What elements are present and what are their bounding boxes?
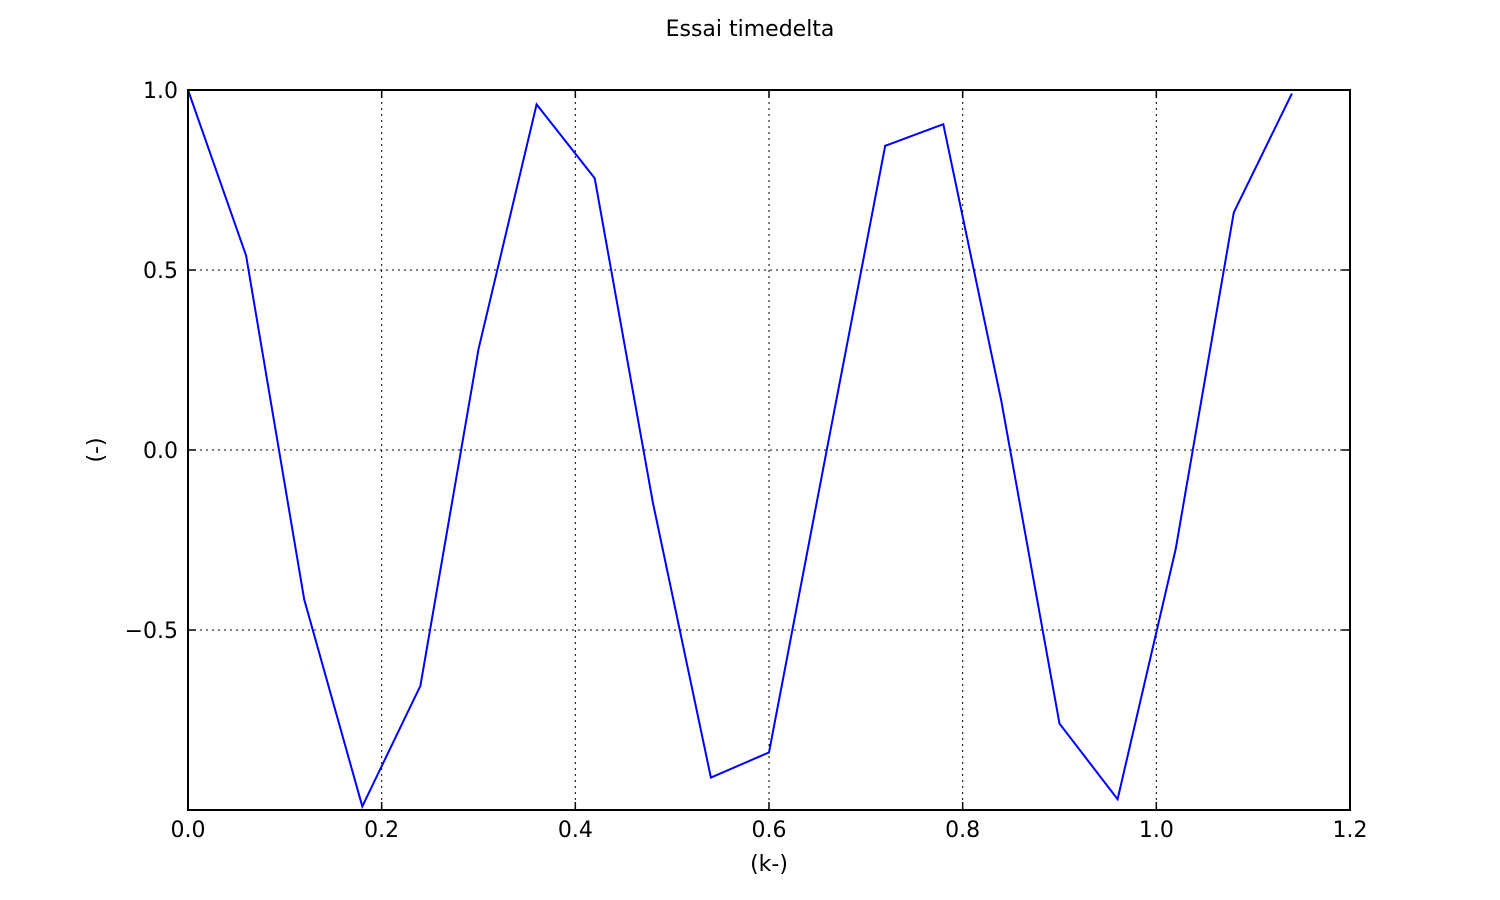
axis-ticks — [187, 89, 1351, 810]
grid — [188, 90, 1350, 810]
y-tick-label: 0.5 — [143, 259, 178, 284]
chart-title: Essai timedelta — [666, 17, 835, 42]
x-tick-label: 1.2 — [1333, 818, 1368, 843]
x-tick-label: 1.0 — [1139, 818, 1174, 843]
y-tick-label: 1.0 — [143, 79, 178, 104]
x-tick-labels: 0.0 0.2 0.4 0.6 0.8 1.0 1.2 — [171, 818, 1368, 843]
x-tick-label: 0.0 — [171, 818, 206, 843]
y-tick-label: −0.5 — [125, 619, 178, 644]
x-tick-label: 0.8 — [945, 818, 980, 843]
y-axis-label: (-) — [84, 437, 109, 462]
y-tick-label: 0.0 — [143, 439, 178, 464]
x-tick-label: 0.6 — [752, 818, 787, 843]
x-tick-label: 0.4 — [558, 818, 593, 843]
series-line-0 — [187, 89, 1293, 810]
x-tick-label: 0.2 — [364, 818, 399, 843]
y-tick-labels: −0.5 0.0 0.5 1.0 — [125, 79, 178, 644]
series-layer — [187, 89, 1293, 810]
x-axis-label: (k-) — [750, 852, 788, 877]
